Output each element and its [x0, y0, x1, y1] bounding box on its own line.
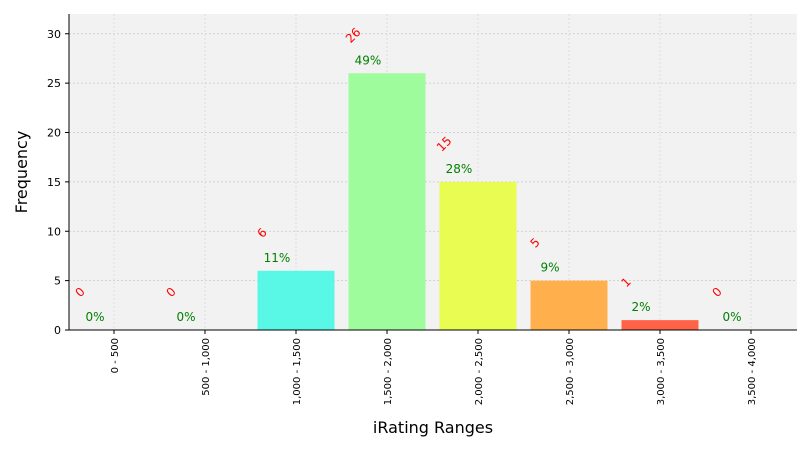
x-tick-label: 3,500 - 4,000 [747, 338, 758, 405]
x-tick-label: 1,000 - 1,500 [292, 338, 303, 405]
bar [439, 181, 517, 330]
grid [69, 14, 797, 331]
y-tick-label: 5 [54, 275, 61, 288]
y-axis-title: Frequency [12, 131, 31, 214]
bar [257, 270, 335, 330]
percent-label: 49% [355, 53, 382, 67]
axes [68, 14, 797, 331]
bars [257, 73, 699, 330]
y-ticks: 0 5 10 15 20 25 30 [47, 28, 69, 337]
y-tick-label: 0 [54, 324, 61, 337]
y-tick-label: 25 [47, 77, 61, 90]
x-tick-label: 2,500 - 3,000 [565, 338, 576, 405]
x-tick-label: 3,000 - 3,500 [656, 338, 667, 405]
x-tick-label: 2,000 - 2,500 [474, 338, 485, 405]
percent-label: 11% [264, 251, 291, 265]
y-tick-label: 20 [47, 127, 61, 140]
y-tick-label: 15 [47, 176, 61, 189]
x-ticks: 0 - 500 500 - 1,000 1,000 - 1,500 1,500 - 2… [110, 330, 758, 405]
y-tick-label: 30 [47, 28, 61, 41]
bar [621, 320, 699, 330]
bar [530, 280, 608, 330]
percent-label: 0% [722, 310, 741, 324]
plot-area [69, 14, 797, 330]
percent-label: 0% [85, 310, 104, 324]
x-axis-title: iRating Ranges [373, 418, 493, 437]
percent-label: 2% [631, 300, 650, 314]
x-tick-label: 500 - 1,000 [201, 338, 212, 396]
y-tick-label: 10 [47, 225, 61, 238]
percent-label: 9% [540, 261, 559, 275]
percent-label: 28% [446, 162, 473, 176]
x-tick-label: 0 - 500 [110, 338, 121, 373]
bar [348, 73, 426, 330]
percent-label: 0% [176, 310, 195, 324]
x-tick-label: 1,500 - 2,000 [383, 338, 394, 405]
